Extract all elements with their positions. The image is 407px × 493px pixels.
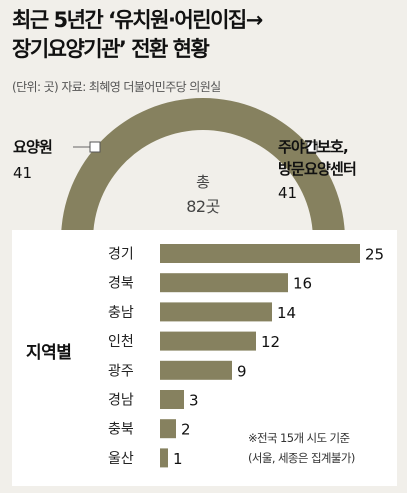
bar-category-label: 광주: [108, 363, 134, 379]
bar-value-label: 3: [189, 392, 199, 410]
bar-category-label: 충북: [108, 422, 134, 438]
donut-chart: [61, 98, 345, 232]
bar-value-label: 16: [293, 275, 312, 293]
left-leader-marker: [89, 141, 101, 153]
source-note: (단위: 곳) 자료: 최혜영 더불어민주당 의원실: [12, 80, 221, 94]
bar-광주: [160, 360, 232, 380]
bar-value-label: 2: [181, 421, 191, 439]
bar-인천: [160, 331, 256, 351]
bar-울산: [160, 448, 168, 468]
bar-경북: [160, 273, 288, 293]
donut-left-value: 41: [13, 164, 33, 182]
title-line-2: 장기요양기관’ 전환 현황: [12, 37, 210, 61]
bar-value-label: 25: [365, 246, 384, 264]
bar-value-label: 12: [261, 333, 280, 351]
bar-category-label: 충남: [108, 305, 134, 321]
bar-category-label: 경남: [108, 393, 134, 409]
footnote: ※전국 15개 시도 기준 (서울, 세종은 집계불가): [248, 428, 355, 468]
bar-경남: [160, 390, 184, 409]
title-line-1: 최근 5년간 ‘유치원·어린이집→: [12, 8, 263, 32]
donut-total-label: 총: [196, 173, 210, 191]
donut-right-value: 41: [278, 184, 298, 202]
donut-left-label: 요양원: [13, 138, 53, 156]
bar-axis-title: 지역별: [26, 343, 72, 363]
bar-category-label: 경기: [108, 247, 134, 263]
bar-category-label: 인천: [108, 334, 134, 350]
regional-panel: [12, 230, 397, 486]
bar-value-label: 9: [237, 362, 247, 380]
bar-충북: [160, 419, 176, 439]
donut-ring: [61, 98, 345, 232]
donut-total-value: 82곳: [186, 197, 220, 216]
footnote-line-1: ※전국 15개 시도 기준: [248, 431, 350, 445]
footnote-line-2: (서울, 세종은 집계불가): [248, 451, 355, 465]
bar-category-label: 울산: [108, 451, 134, 467]
donut-right-label-1: 주야간보호,: [278, 138, 349, 156]
bar-충남: [160, 302, 272, 322]
bar-value-label: 1: [173, 450, 183, 468]
bar-category-label: 경북: [108, 276, 134, 292]
right-leader-marker: [306, 141, 318, 153]
chart-title: 최근 5년간 ‘유치원·어린이집→ 장기요양기관’ 전환 현황: [12, 6, 407, 64]
donut-right-label-2: 방문요양센터: [278, 160, 357, 178]
bar-경기: [160, 244, 360, 263]
bar-value-label: 14: [277, 304, 296, 322]
